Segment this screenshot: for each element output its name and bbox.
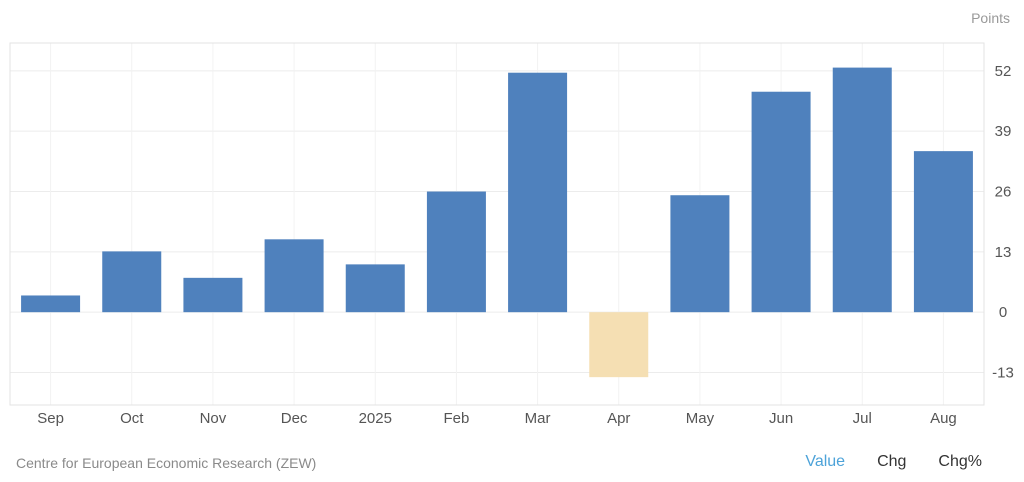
bar-chart: -13 0 13 26 39 52 Sep Oct Nov Dec 2025 Feb Mar Apr Ma…	[9, 10, 1014, 427]
bar-mar[interactable]	[508, 72, 568, 313]
bar-dec[interactable]	[264, 239, 324, 313]
bar-sep[interactable]	[21, 295, 81, 313]
x-tick-label: Dec	[281, 410, 308, 427]
bar-feb[interactable]	[426, 191, 486, 313]
tab-chg[interactable]: Chg	[877, 453, 907, 470]
x-tick-label: 2025	[359, 410, 392, 427]
y-tick-label: 0	[999, 304, 1007, 321]
y-axis-unit: Points	[971, 10, 1010, 26]
x-tick-label: Jul	[853, 410, 872, 427]
plot-frame	[9, 42, 985, 406]
x-tick-label: Mar	[525, 410, 551, 427]
y-axis-labels: -13 0 13 26 39 52	[992, 63, 1014, 382]
x-tick-label: Aug	[930, 410, 957, 427]
y-tick-label: 52	[995, 63, 1012, 80]
y-tick-label: 13	[995, 244, 1012, 261]
chart-footer: Centre for European Economic Research (Z…	[0, 452, 1024, 476]
bar-oct[interactable]	[102, 251, 162, 313]
x-tick-label: Apr	[607, 410, 630, 427]
bar-jun[interactable]	[751, 91, 811, 313]
bar-aug[interactable]	[913, 151, 973, 313]
bar-may[interactable]	[670, 195, 730, 313]
y-tick-label: -13	[992, 365, 1014, 382]
x-tick-label: Nov	[200, 410, 227, 427]
x-tick-label: Oct	[120, 410, 144, 427]
x-tick-label: Feb	[443, 410, 469, 427]
x-tick-label: May	[686, 410, 715, 427]
source-attribution: Centre for European Economic Research (Z…	[16, 455, 317, 471]
y-tick-label: 39	[995, 123, 1012, 140]
x-tick-label: Jun	[769, 410, 793, 427]
tab-value[interactable]: Value	[805, 453, 846, 470]
tab-chg-percent[interactable]: Chg%	[938, 453, 982, 470]
bar-apr[interactable]	[589, 312, 649, 378]
view-tabs: Value Chg Chg%	[805, 453, 982, 471]
bar-jul[interactable]	[832, 67, 892, 313]
x-axis-labels: Sep Oct Nov Dec 2025 Feb Mar Apr May Jun Jul Aug	[37, 410, 957, 427]
x-tick-label: Sep	[37, 410, 64, 427]
bar-2025[interactable]	[345, 264, 405, 313]
bar-nov[interactable]	[183, 277, 243, 313]
y-tick-label: 26	[995, 184, 1012, 201]
chart-bars	[21, 67, 973, 378]
